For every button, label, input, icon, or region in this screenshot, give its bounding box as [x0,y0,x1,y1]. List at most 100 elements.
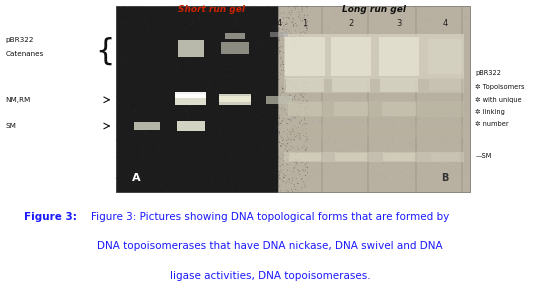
Point [269,60,278,64]
Point [117,60,125,64]
Point [208,34,217,39]
Point [136,150,145,155]
Point [234,33,243,38]
Point [314,93,323,97]
Point [156,163,165,167]
Point [283,22,292,26]
Point [168,119,177,123]
Point [258,183,266,187]
Point [266,154,274,159]
Point [137,75,145,79]
Point [258,147,267,152]
Point [191,36,199,41]
Point [266,17,275,21]
Point [185,105,194,109]
Point [400,145,409,150]
Point [320,158,328,163]
Point [450,95,458,99]
Point [264,160,272,164]
Point [230,16,238,20]
Point [141,130,150,134]
Point [138,138,146,142]
Point [180,55,189,60]
Point [153,84,161,88]
Point [294,145,302,150]
Point [139,74,148,79]
Point [113,171,122,176]
Point [339,187,347,191]
Point [145,19,154,23]
Point [424,91,433,96]
Point [272,177,281,181]
Point [436,13,444,18]
Point [288,66,296,70]
Point [293,112,301,117]
Point [287,117,295,121]
Point [408,165,416,170]
Point [157,183,166,188]
Point [204,109,213,113]
Point [444,88,453,92]
Point [262,102,271,106]
Point [266,185,275,190]
Point [181,17,190,22]
Point [440,64,449,69]
Point [313,75,322,80]
Point [134,95,143,99]
Point [151,142,159,147]
Point [328,127,336,132]
Point [275,139,284,144]
Point [299,129,308,134]
Point [272,48,281,53]
Point [423,59,431,64]
Point [149,153,158,158]
Point [404,30,413,34]
Point [193,36,201,40]
Point [198,174,206,179]
Point [320,36,329,40]
Point [378,43,387,48]
Point [397,17,406,22]
Point [284,179,292,184]
Point [400,64,409,68]
Point [117,135,125,140]
Point [343,109,352,114]
Point [146,50,154,54]
Point [296,16,305,20]
Point [158,184,167,189]
Point [301,62,309,67]
Point [444,124,453,129]
Point [395,4,404,9]
Point [188,156,197,161]
Point [373,31,382,35]
Point [346,72,354,77]
Point [301,173,310,178]
Point [364,61,373,66]
Point [166,134,174,138]
Point [302,100,311,104]
Point [242,19,251,23]
Point [256,166,265,170]
Point [233,155,242,160]
Point [321,157,329,162]
Point [119,20,128,24]
Point [332,157,341,161]
Point [212,173,221,177]
Point [118,160,127,165]
Point [393,134,401,139]
Point [442,133,450,138]
Point [185,101,193,105]
Point [427,142,435,146]
Point [235,185,244,189]
Point [158,184,166,188]
Point [410,82,418,86]
Point [272,143,281,147]
Point [114,121,123,125]
Point [278,60,287,65]
Point [289,82,298,86]
Point [409,55,418,60]
Point [248,189,256,194]
Point [113,141,122,145]
Point [356,81,364,86]
Point [214,171,222,176]
